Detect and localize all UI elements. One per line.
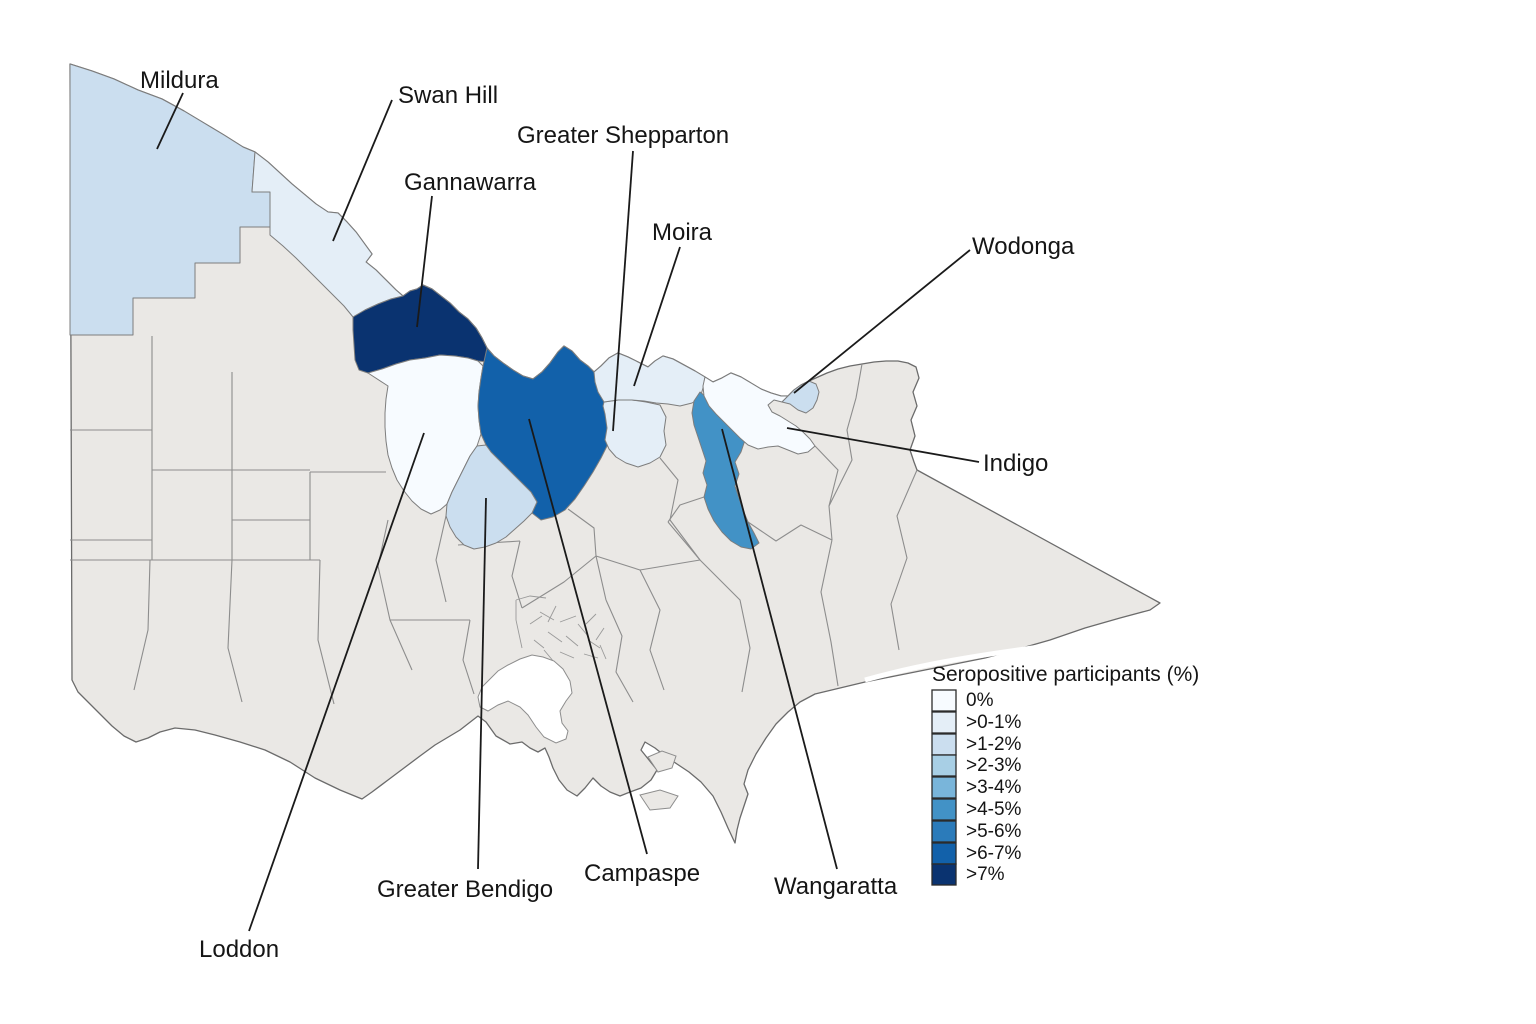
- legend-swatch: [931, 798, 957, 821]
- region-indigo: [702, 372, 816, 455]
- legend-row: >6-7%: [931, 842, 1022, 865]
- legend-row: >1-2%: [931, 733, 1022, 756]
- legend: Seropositive participants (%) 0% >0-1% >…: [931, 663, 1199, 886]
- legend-row: 0%: [931, 689, 994, 712]
- legend-label: >2-3%: [966, 755, 1022, 776]
- region-swan-hill: [251, 151, 404, 318]
- legend-row: >2-3%: [931, 754, 1022, 777]
- leader-gannawarra: [416, 195, 433, 328]
- legend-label: 0%: [966, 690, 994, 711]
- french-island: [647, 750, 677, 773]
- internal-boundaries: [70, 336, 918, 705]
- legend-swatch: [931, 689, 957, 712]
- legend-label: >7%: [966, 864, 1005, 885]
- legend-row: >4-5%: [931, 798, 1022, 821]
- legend-swatch: [931, 776, 957, 799]
- legend-row: >0-1%: [931, 711, 1022, 734]
- region-wodonga: [781, 380, 820, 414]
- leader-greater-shepparton: [612, 150, 634, 432]
- legend-swatch: [931, 820, 957, 843]
- legend-row: >5-6%: [931, 820, 1022, 843]
- region-greater-bendigo: [445, 444, 538, 550]
- region-greater-shepparton: [602, 399, 667, 468]
- leader-campaspe: [528, 418, 648, 855]
- leader-wodonga: [793, 249, 971, 394]
- leader-swan-hill: [332, 99, 393, 242]
- legend-label: >5-6%: [966, 821, 1022, 842]
- water-features: [477, 644, 1041, 811]
- gippsland-lakes: [864, 644, 1041, 683]
- label-swan-hill: Swan Hill: [398, 82, 498, 109]
- legend-swatch: [931, 754, 957, 777]
- leader-lines: [156, 92, 980, 932]
- leader-mildura: [156, 92, 184, 150]
- legend-swatch: [931, 733, 957, 756]
- legend-label: >6-7%: [966, 843, 1022, 864]
- legend-row: >7%: [931, 863, 1005, 886]
- label-campaspe: Campaspe: [584, 860, 700, 887]
- melbourne-metro-cluster: [515, 595, 607, 663]
- label-indigo: Indigo: [983, 450, 1048, 477]
- phillip-island: [639, 789, 679, 811]
- port-phillip-bay: [477, 654, 573, 744]
- leader-wangaratta: [721, 428, 838, 870]
- legend-row: >3-4%: [931, 776, 1022, 799]
- region-moira: [593, 352, 706, 407]
- legend-label: >1-2%: [966, 734, 1022, 755]
- label-greater-bendigo: Greater Bendigo: [377, 876, 553, 903]
- legend-label: >4-5%: [966, 799, 1022, 820]
- label-mildura: Mildura: [140, 67, 219, 94]
- label-moira: Moira: [652, 219, 713, 246]
- surveyed-regions: [69, 63, 820, 550]
- leader-loddon: [248, 432, 425, 932]
- legend-swatch: [931, 863, 957, 886]
- leader-indigo: [786, 427, 980, 463]
- label-gannawarra: Gannawarra: [404, 169, 537, 196]
- label-loddon: Loddon: [199, 936, 279, 963]
- legend-label: >3-4%: [966, 777, 1022, 798]
- label-wangaratta: Wangaratta: [774, 873, 898, 900]
- legend-label: >0-1%: [966, 712, 1022, 733]
- label-greater-shepparton: Greater Shepparton: [517, 122, 729, 149]
- legend-swatch: [931, 711, 957, 734]
- legend-swatch: [931, 842, 957, 865]
- label-wodonga: Wodonga: [972, 233, 1075, 260]
- legend-title: Seropositive participants (%): [932, 663, 1199, 686]
- leader-moira: [633, 246, 681, 387]
- region-campaspe: [477, 345, 613, 521]
- leader-greater-bendigo: [477, 497, 487, 870]
- region-labels: Mildura Swan Hill Gannawarra Greater She…: [140, 67, 1075, 963]
